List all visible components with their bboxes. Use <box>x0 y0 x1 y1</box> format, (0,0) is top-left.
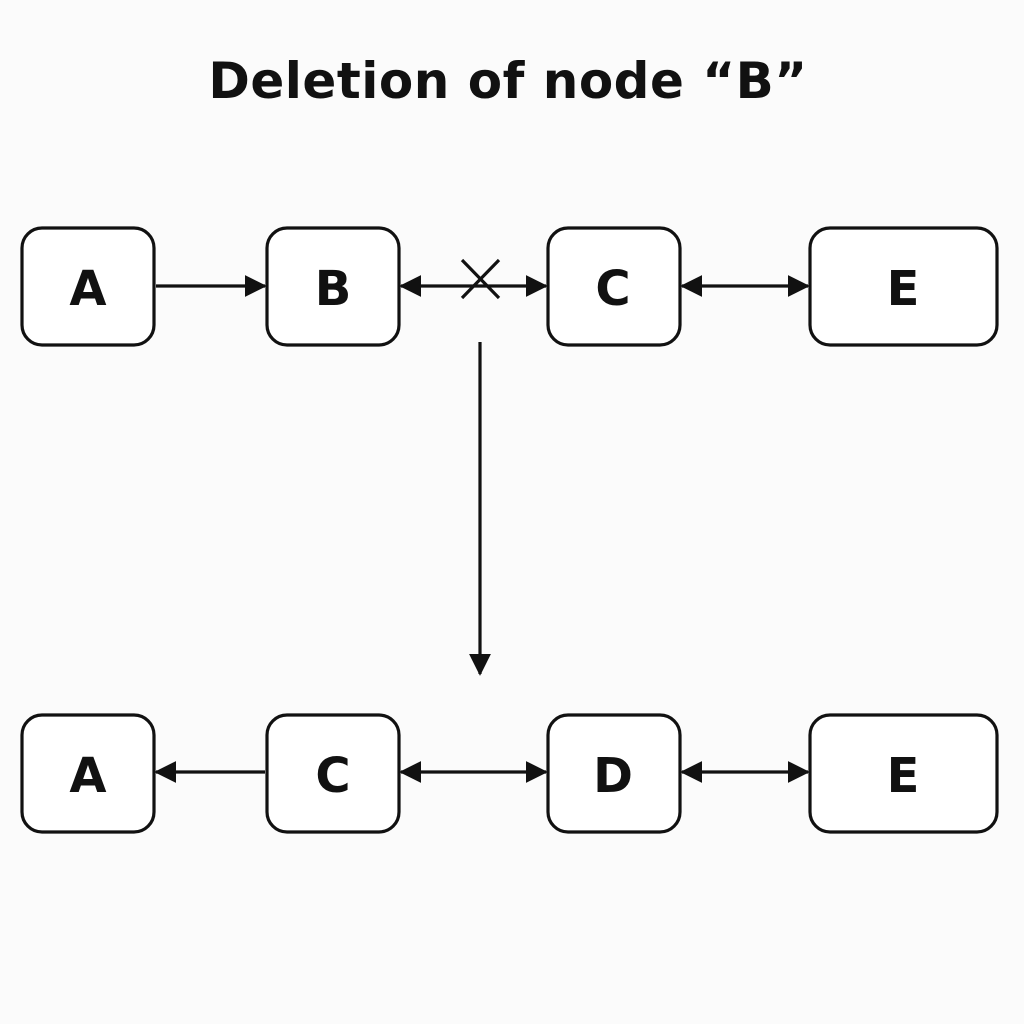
before-node-b: B <box>265 226 401 347</box>
after-row: A C D E <box>20 713 999 834</box>
before-node-e: E <box>808 226 999 347</box>
diagram-title: Deletion of node “B” <box>208 52 808 110</box>
before-node-b-label: B <box>315 261 352 317</box>
before-node-a-label: A <box>69 261 106 317</box>
after-node-c-label: C <box>315 748 350 804</box>
cross-mark-icon <box>460 258 501 300</box>
after-node-e: E <box>808 713 999 834</box>
after-node-a: A <box>20 713 156 834</box>
after-node-c: C <box>265 713 401 834</box>
before-node-c: C <box>546 226 682 347</box>
before-node-e-label: E <box>887 261 920 317</box>
after-node-e-label: E <box>887 748 920 804</box>
before-node-c-label: C <box>595 261 630 317</box>
before-row: A B C E <box>20 226 999 347</box>
before-node-a: A <box>20 226 156 347</box>
after-node-d-label: D <box>593 748 633 804</box>
after-node-a-label: A <box>69 748 106 804</box>
after-node-d: D <box>546 713 682 834</box>
